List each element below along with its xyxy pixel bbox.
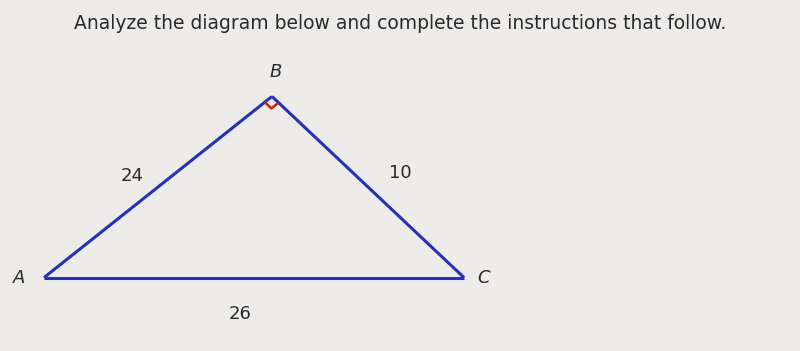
Text: Analyze the diagram below and complete the instructions that follow.: Analyze the diagram below and complete t… <box>74 14 726 33</box>
Text: C: C <box>478 269 490 286</box>
Text: 24: 24 <box>121 167 143 185</box>
Text: 10: 10 <box>389 164 411 183</box>
Text: B: B <box>270 63 282 81</box>
Text: A: A <box>13 269 26 286</box>
Text: 26: 26 <box>229 305 251 323</box>
